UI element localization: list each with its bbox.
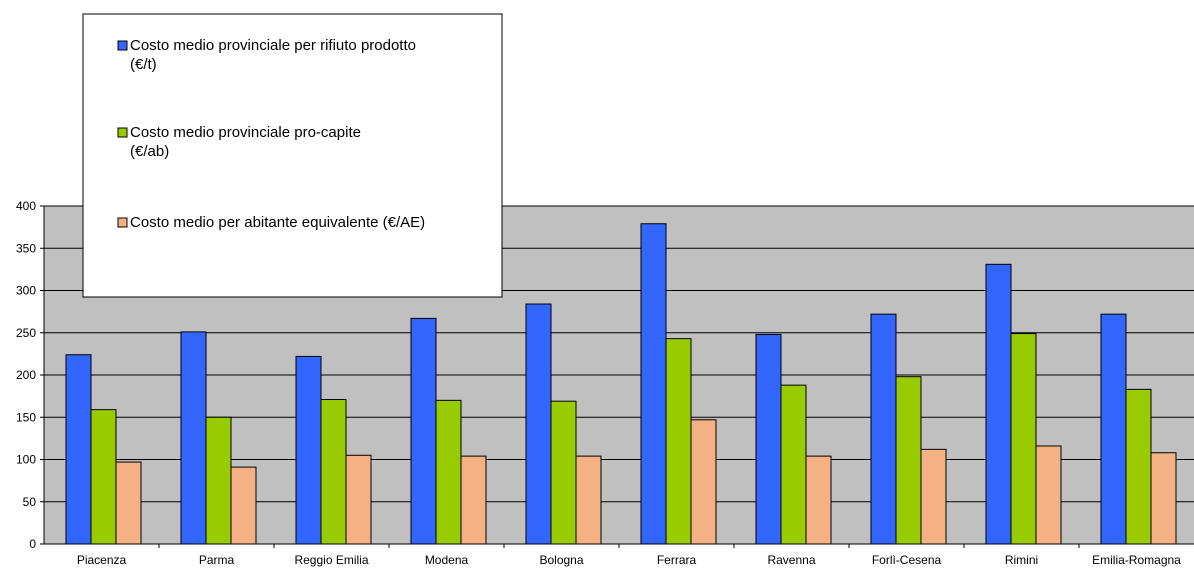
bar: [575, 455, 602, 545]
bar: [345, 454, 372, 545]
bar: [180, 331, 207, 545]
bar: [665, 338, 692, 545]
y-tick-label: 0: [29, 537, 36, 551]
y-axis-ticks: 0 50 100 150 200 250 300 350 400: [16, 199, 44, 551]
bar: [1100, 313, 1127, 545]
bar: [755, 333, 782, 545]
bar: [525, 303, 552, 545]
bar: [805, 455, 832, 545]
x-tick-label: Modena: [425, 553, 469, 567]
bar: [65, 354, 92, 545]
bar: [690, 419, 717, 545]
x-tick-label: Ferrara: [657, 553, 697, 567]
x-tick-label: Emilia-Romagna: [1092, 553, 1181, 567]
x-tick-label: Reggio Emilia: [294, 553, 368, 567]
legend-swatch: [117, 40, 128, 51]
bar: [205, 416, 232, 545]
bar: [295, 355, 322, 545]
bar: [90, 409, 117, 545]
bar: [320, 399, 347, 545]
bar: [1125, 388, 1152, 545]
x-tick-label: Rimini: [1005, 553, 1038, 567]
x-axis-ticks: Piacenza Parma Reggio Emilia Modena Bologna F…: [77, 544, 1181, 567]
bar: [920, 448, 947, 545]
bar: [870, 313, 897, 545]
bar: [1035, 445, 1062, 545]
y-tick-label: 150: [16, 410, 36, 424]
y-tick-label: 350: [16, 241, 36, 255]
y-tick-label: 250: [16, 326, 36, 340]
legend-box: [82, 13, 503, 298]
y-tick-label: 200: [16, 368, 36, 382]
bar: [115, 461, 142, 545]
legend-swatch: [117, 127, 128, 138]
bar: [780, 384, 807, 545]
bar: [435, 399, 462, 545]
y-tick-label: 50: [23, 495, 37, 509]
x-tick-label: Forlì-Cesena: [872, 553, 942, 567]
y-tick-label: 300: [16, 284, 36, 298]
x-tick-label: Piacenza: [77, 553, 127, 567]
x-tick-label: Bologna: [539, 553, 583, 567]
bar: [230, 466, 257, 545]
legend-label: Costo medio per abitante equivalente (€/…: [130, 214, 425, 231]
legend-swatch: [117, 217, 128, 228]
x-tick-label: Ravenna: [767, 553, 815, 567]
y-tick-label: 400: [16, 199, 36, 213]
bar: [460, 455, 487, 545]
bar: [640, 223, 667, 545]
legend-label: Costo medio provinciale per rifiuto prod…: [130, 37, 416, 54]
bar: [985, 263, 1012, 545]
legend-label: (€/t): [130, 56, 157, 73]
x-tick-label: Parma: [199, 553, 235, 567]
bar: [895, 376, 922, 545]
legend-label: Costo medio provinciale pro-capite: [130, 124, 361, 141]
bar: [1010, 333, 1037, 545]
bar: [550, 400, 577, 545]
y-tick-label: 100: [16, 453, 36, 467]
bar: [410, 317, 437, 545]
legend: Costo medio provinciale per rifiuto prod…: [82, 13, 503, 298]
legend-label: (€/ab): [130, 143, 169, 160]
bar: [1150, 452, 1177, 545]
